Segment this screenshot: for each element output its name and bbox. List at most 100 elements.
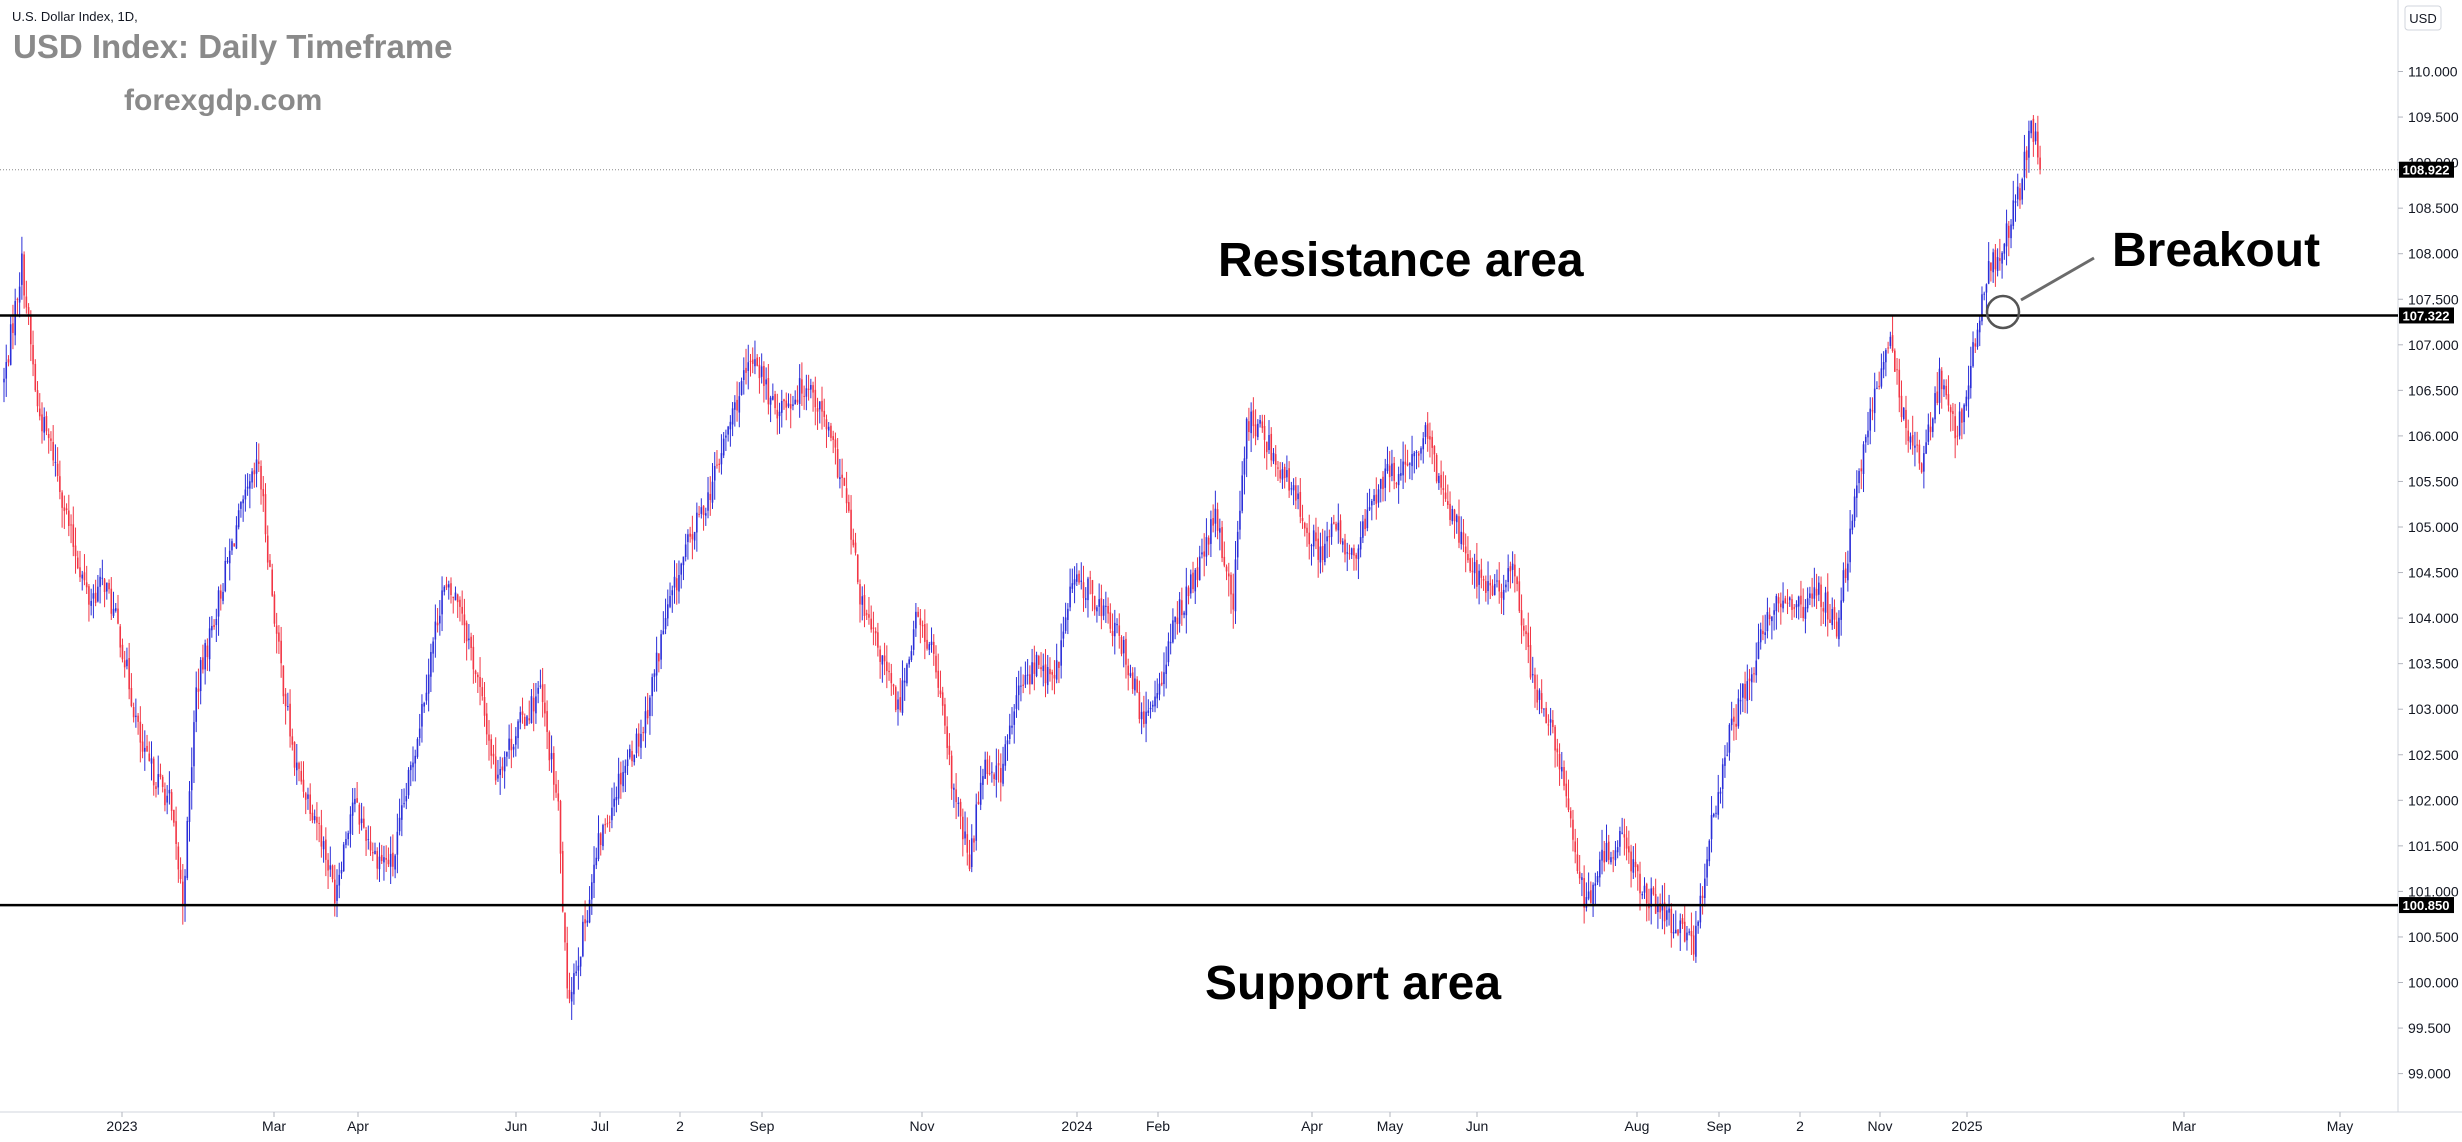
candles-layer xyxy=(3,115,2041,1020)
candle-body xyxy=(1949,407,1952,413)
candle-body xyxy=(1851,520,1854,530)
candle-body xyxy=(1717,792,1720,815)
candle-body xyxy=(148,753,151,761)
candle-body xyxy=(54,461,57,463)
price-tick-label: 106.000 xyxy=(2408,428,2459,444)
candle-body xyxy=(1956,435,1959,437)
candle-body xyxy=(921,625,924,627)
candle-body xyxy=(1102,605,1105,616)
candle-body xyxy=(1994,249,1997,270)
candle-body xyxy=(226,560,229,562)
candle-body xyxy=(1518,581,1521,611)
candle-body xyxy=(1918,444,1921,464)
candle-body xyxy=(137,715,139,722)
candle-body xyxy=(595,857,598,866)
candle-body xyxy=(1578,871,1581,879)
candle-body xyxy=(510,738,513,751)
candle-body xyxy=(613,798,615,807)
candle-body xyxy=(1000,767,1002,783)
price-axis[interactable]: 99.000 99.500 100.000 100.500 101.000 101.500… xyxy=(2398,64,2459,1082)
candle-body xyxy=(720,453,723,465)
candle-body xyxy=(7,359,10,363)
time-tick-label: Jun xyxy=(1466,1118,1489,1134)
candle-body xyxy=(1862,444,1865,474)
candle-body xyxy=(1482,579,1485,581)
candle-body xyxy=(452,596,455,598)
candle-body xyxy=(1947,394,1950,406)
candle-body xyxy=(1605,842,1608,862)
candle-body xyxy=(890,673,893,684)
candle-body xyxy=(1151,704,1154,707)
candle-body xyxy=(1243,458,1246,475)
candle-body xyxy=(1923,453,1925,472)
candle-body xyxy=(995,765,998,780)
candle-body xyxy=(1878,385,1880,387)
candle-body xyxy=(1777,597,1780,604)
candle-body xyxy=(1972,342,1974,367)
time-tick-label: Mar xyxy=(262,1118,286,1134)
candle-body xyxy=(1089,577,1092,579)
candle-body xyxy=(787,403,790,407)
candle-body xyxy=(892,684,895,687)
candle-body xyxy=(532,697,535,712)
candle-body xyxy=(848,502,850,511)
candle-body xyxy=(979,782,982,805)
candle-body xyxy=(968,854,971,869)
candle-body xyxy=(894,687,897,710)
candle-body xyxy=(1015,695,1018,709)
candle-body xyxy=(383,857,385,863)
candle-body xyxy=(879,649,881,662)
candle-body xyxy=(1607,841,1610,860)
candle-body xyxy=(964,831,966,839)
candle-body xyxy=(2007,225,2010,238)
candle-body xyxy=(1889,336,1892,346)
candle-body xyxy=(43,417,46,433)
candle-body xyxy=(1442,488,1445,490)
candle-body xyxy=(682,556,685,566)
candle-body xyxy=(970,838,973,868)
candle-body xyxy=(1965,396,1968,407)
candle-body xyxy=(856,554,859,583)
candle-body xyxy=(36,390,39,407)
candle-body xyxy=(1932,418,1934,432)
candle-body xyxy=(1071,583,1074,589)
candle-body xyxy=(1471,570,1474,572)
currency-box[interactable] xyxy=(2404,5,2442,31)
candle-body xyxy=(1487,581,1489,592)
candle-body xyxy=(1008,725,1011,739)
time-axis[interactable]: 2023 Mar Apr Jun Jul 2 Sep Nov 2024 Feb Apr May Jun A… xyxy=(106,1112,2353,1134)
candle-body xyxy=(414,755,417,764)
candle-body xyxy=(637,733,640,747)
candle-body xyxy=(1858,471,1860,484)
candle-body xyxy=(740,381,743,395)
candle-body xyxy=(1149,707,1152,710)
candle-body xyxy=(1628,846,1630,853)
candle-body xyxy=(1073,579,1076,585)
candle-body xyxy=(1925,442,1927,454)
candle-body xyxy=(803,395,805,397)
candle-body xyxy=(2010,224,2012,239)
candle-body xyxy=(736,399,738,411)
candle-body xyxy=(430,652,432,677)
candle-body xyxy=(1017,685,1020,696)
candle-body xyxy=(546,711,548,732)
candle-body xyxy=(1485,581,1487,593)
candle-body xyxy=(550,753,553,760)
candle-body xyxy=(801,379,803,394)
candle-body xyxy=(821,400,823,412)
candle-body xyxy=(1958,411,1961,436)
candle-body xyxy=(711,481,714,503)
candle-body xyxy=(1107,606,1109,614)
candle-body xyxy=(266,535,269,563)
price-badges: 107.322 100.850 108.922 xyxy=(2399,161,2454,914)
candle-body xyxy=(2014,201,2017,203)
candle-body xyxy=(515,736,517,745)
candle-body xyxy=(877,632,879,648)
candle-body xyxy=(2012,200,2015,226)
candle-body xyxy=(1844,568,1847,578)
candle-body xyxy=(16,298,19,300)
candle-body xyxy=(794,399,796,405)
candle-body xyxy=(1435,455,1438,482)
